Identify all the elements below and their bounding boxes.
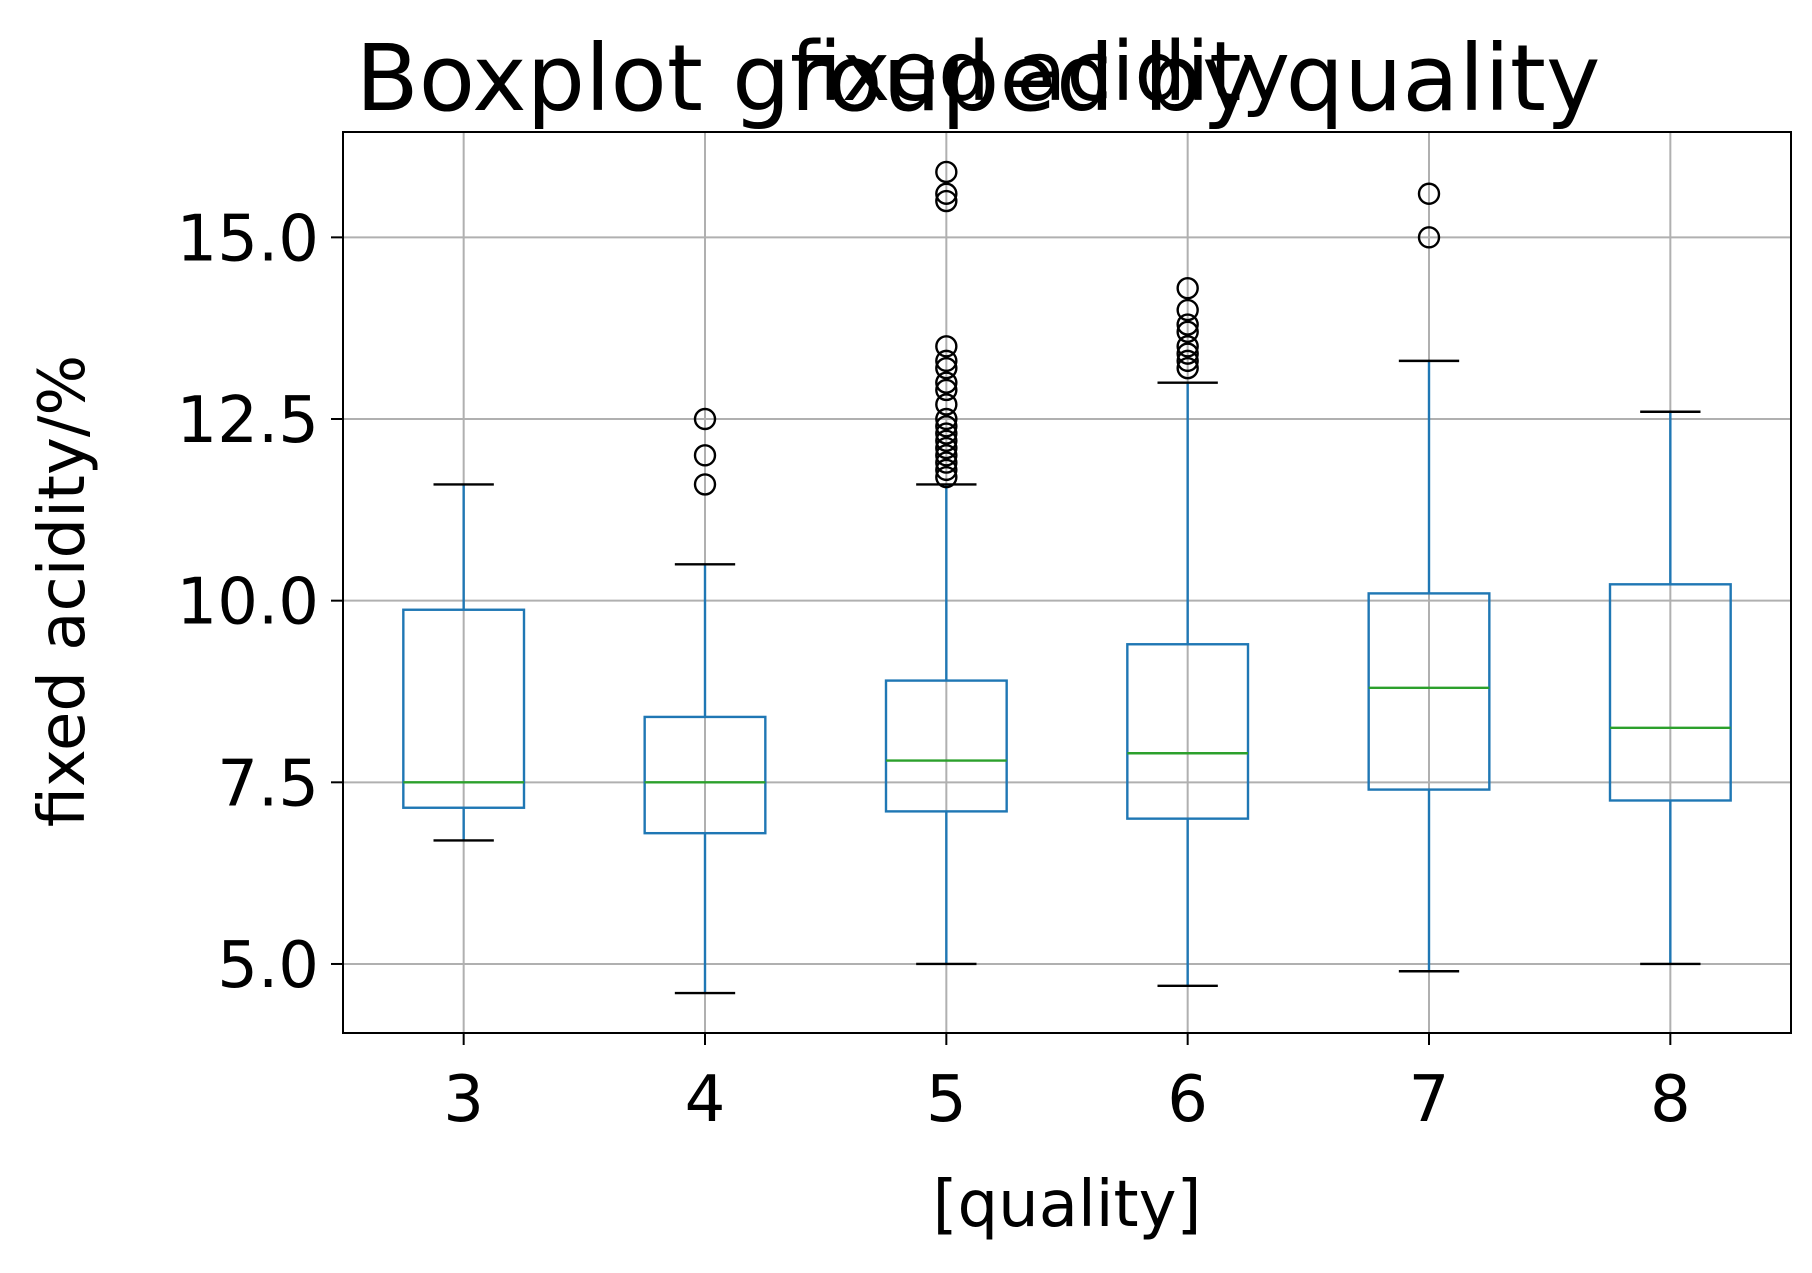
outlier-point	[1176, 349, 1199, 373]
outlier-point	[693, 444, 717, 467]
iqr-box	[884, 679, 1008, 813]
outlier-point	[1176, 313, 1199, 336]
outlier-point	[935, 356, 958, 380]
chart-title: fixed acidity	[790, 25, 1290, 120]
chart-suptitle: Boxplot grouped by quality	[356, 25, 1601, 132]
box-group-quality-6	[1126, 277, 1250, 987]
outlier-point	[935, 335, 958, 358]
outlier-point	[1176, 298, 1199, 322]
x-tick-label: 7	[1409, 1063, 1450, 1137]
outlier-point	[935, 371, 958, 394]
outlier-point	[935, 422, 958, 445]
outlier-point	[935, 393, 958, 416]
box-series	[402, 160, 1732, 995]
box-group-quality-8	[1608, 410, 1732, 966]
outlier-point	[935, 465, 958, 489]
y-tick-label: 5.0	[217, 929, 319, 1003]
outlier-point	[1176, 320, 1199, 344]
outlier-point	[935, 451, 958, 474]
outlier-point	[1176, 356, 1199, 380]
outlier-point	[1176, 277, 1199, 300]
iqr-box	[1126, 643, 1250, 820]
y-axis-label: fixed acidity/%	[26, 355, 100, 828]
y-tick-label: 7.5	[217, 747, 319, 821]
outlier-point	[1417, 226, 1441, 249]
y-tick-label: 10.0	[177, 566, 320, 640]
outlier-point	[1417, 182, 1441, 205]
outlier-point	[935, 415, 958, 438]
outlier-point	[935, 349, 958, 373]
y-tick-label: 15.0	[177, 202, 320, 276]
axis-ticks: 5.0 7.5 10.0 12.5 15.0 3 4 5 6 7 8	[177, 202, 1691, 1137]
outlier-point	[1176, 342, 1199, 365]
box-group-quality-3	[402, 483, 526, 842]
outlier-point	[935, 189, 958, 213]
x-tick-label: 6	[1167, 1063, 1208, 1137]
outlier-point	[935, 458, 958, 482]
box-group-quality-5	[884, 160, 1008, 966]
x-tick-label: 5	[926, 1063, 967, 1137]
x-tick-label: 8	[1650, 1063, 1691, 1137]
iqr-box	[402, 608, 526, 809]
iqr-box	[1608, 583, 1732, 802]
iqr-box	[643, 715, 767, 835]
box-group-quality-4	[643, 407, 767, 995]
x-tick-label: 3	[443, 1063, 484, 1137]
outlier-point	[935, 407, 958, 431]
box-group-quality-7	[1367, 182, 1491, 973]
outlier-point	[935, 378, 958, 402]
outlier-point	[935, 436, 958, 460]
x-tick-label: 4	[685, 1063, 726, 1137]
outlier-point	[935, 160, 958, 184]
outlier-point	[935, 429, 958, 453]
outlier-point	[693, 473, 717, 496]
outlier-point	[935, 444, 958, 467]
outlier-point	[693, 407, 717, 431]
grid-lines	[343, 132, 1791, 1033]
y-tick-label: 12.5	[177, 384, 320, 458]
iqr-box	[1367, 592, 1491, 791]
outlier-point	[1176, 335, 1199, 358]
outlier-point	[935, 182, 958, 205]
plot-area-frame	[342, 131, 1792, 1034]
x-axis-label: [quality]	[933, 1168, 1202, 1242]
